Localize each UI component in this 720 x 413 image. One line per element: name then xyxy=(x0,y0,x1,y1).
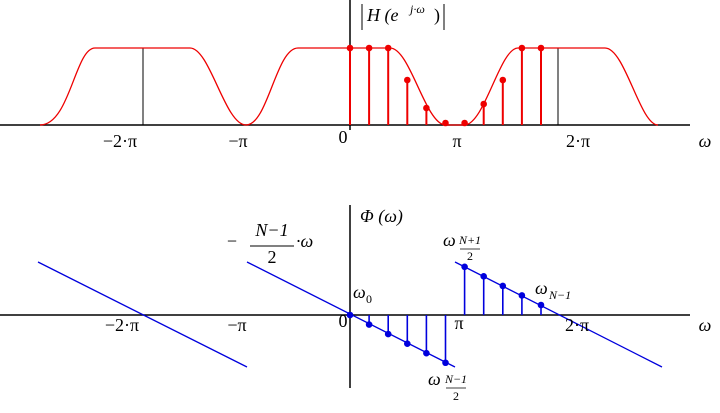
stem-dot xyxy=(499,282,507,290)
line-label-sign: − xyxy=(227,231,237,251)
x-tick-label: 0 xyxy=(339,127,348,147)
x-tick-label: 2·π xyxy=(565,315,589,335)
phase-line xyxy=(454,261,663,368)
omega-subscript: 2 xyxy=(453,389,459,403)
omega-subscript: N−1 xyxy=(548,288,571,302)
stem-dot xyxy=(537,44,545,52)
x-tick-label: −2·π xyxy=(103,131,137,151)
omega-label: ω xyxy=(535,278,548,298)
omega-label: ω xyxy=(443,230,456,250)
omega-label: ω xyxy=(353,282,366,302)
stem-dot xyxy=(442,119,449,127)
omega-label: ω xyxy=(428,369,441,389)
y-label: H (e xyxy=(366,5,398,26)
line-label-factor: ·ω xyxy=(296,231,313,251)
omega-subscript: 2 xyxy=(467,249,473,263)
stem-dot xyxy=(442,359,449,367)
stem-dot xyxy=(480,273,488,280)
stems xyxy=(346,44,545,127)
line-label-denominator: 2 xyxy=(268,247,277,267)
x-tick-label: −π xyxy=(228,131,247,151)
stem-dot xyxy=(365,321,373,328)
stem-dot xyxy=(365,44,373,52)
phase-line xyxy=(37,261,248,368)
x-tick-label: −2·π xyxy=(105,315,139,335)
stem-dot xyxy=(480,100,488,108)
stem-dot xyxy=(537,301,545,309)
x-tick-label: 0 xyxy=(339,311,348,331)
x-label: ω xyxy=(699,315,712,335)
x-label: ω xyxy=(699,131,712,151)
omega-subscript: N+1 xyxy=(458,233,481,247)
stem-dot xyxy=(518,44,526,52)
stem-dot xyxy=(346,44,354,52)
x-tick-label: π xyxy=(454,313,463,333)
stem-dot xyxy=(404,76,411,84)
stem-dot xyxy=(423,349,430,357)
stem-dot xyxy=(384,44,392,52)
stem-dot xyxy=(423,104,430,112)
stem-dot xyxy=(404,340,411,347)
magnitude-curve xyxy=(39,47,659,126)
y-label: Φ (ω) xyxy=(360,206,403,227)
stems xyxy=(346,263,545,367)
x-tick-label: −π xyxy=(227,315,246,335)
stem-dot xyxy=(499,76,507,84)
omega-subscript: 0 xyxy=(366,292,372,306)
x-tick-label: π xyxy=(452,131,461,151)
stem-dot xyxy=(518,292,526,299)
y-label-exponent: j·ω xyxy=(408,2,425,16)
stem-dot xyxy=(346,311,354,319)
line-label-numerator: N−1 xyxy=(254,220,288,240)
y-label: ) xyxy=(434,5,440,26)
stem-dot xyxy=(461,119,468,127)
stem-dot xyxy=(461,263,468,271)
stem-dot xyxy=(384,330,392,338)
omega-subscript: N−1 xyxy=(444,372,467,386)
x-tick-label: 2·π xyxy=(566,131,590,151)
